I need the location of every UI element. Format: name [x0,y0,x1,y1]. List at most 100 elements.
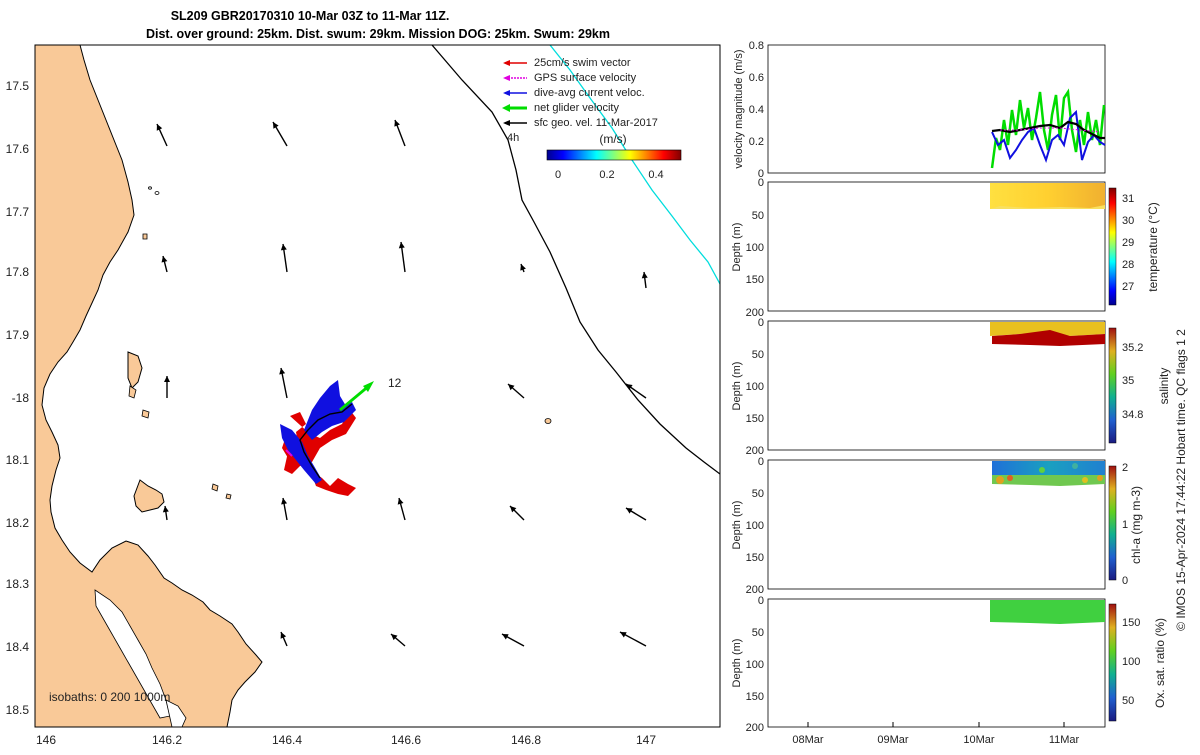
depth-tick: 200 [746,584,764,596]
depth-tick: 150 [746,691,764,703]
map-ytick: 18.5 [6,703,30,717]
oxygen-panel: 0 50 100 150 200 Depth (m) 150 100 50 Ox… [731,595,1167,734]
chla-cbar-tick: 1 [1122,519,1128,531]
map-xtick: 146.4 [272,733,302,747]
temperature-surface-layer [990,183,1105,209]
island-6 [142,233,148,240]
sfc-velocity-arrowhead [398,242,405,249]
depth-tick: 100 [746,242,764,254]
chla-cbar-tick: 2 [1122,462,1128,474]
legend-sfc-geo-vel: sfc geo. vel. 11-Mar-2017 [534,117,658,129]
depth-tick: 150 [746,413,764,425]
time-tick: 10Mar [963,734,995,746]
map-ytick: 17.6 [6,142,30,156]
island-3 [141,409,150,419]
time-tick: 08Mar [792,734,824,746]
depth-tick: 200 [746,445,764,457]
map-ytick: 17.7 [6,205,30,219]
depth-tick: 0 [758,456,764,468]
island-5 [225,493,232,500]
salinity-surface-layer [990,322,1105,336]
chla-ylabel: Depth (m) [731,501,743,550]
vel-ytick: 0.8 [749,40,764,52]
depth-tick: 50 [752,349,764,361]
map-xtick: 146.2 [152,733,182,747]
map-ytick: 18.3 [6,577,30,591]
chla-surface-layer [992,461,1105,475]
oxygen-cbar-label: Ox. sat. ratio (%) [1153,618,1167,708]
sfc-velocity-arrowhead [626,384,633,390]
temp-cbar-tick: 30 [1122,215,1134,227]
map-ytick: -18 [12,391,30,405]
map-ytick: 18.1 [6,453,30,467]
map-xtick: 146.8 [511,733,541,747]
sfc-velocity-arrowhead [520,264,526,271]
time-tick: 11Mar [1049,734,1080,746]
vel-ytick: 0 [758,168,764,180]
chla-deep-layer [992,475,1105,486]
depth-tick: 50 [752,488,764,500]
temp-cbar-tick: 29 [1122,237,1134,249]
depth-tick: 150 [746,274,764,286]
island-2 [128,385,137,399]
sfc-velocity-arrowhead [626,508,633,514]
sfc-velocity-arrowhead [641,272,648,279]
depth-tick: 150 [746,552,764,564]
map-legend: 25cm/s swim vector GPS surface velocity … [502,57,658,144]
map-xtick: 146 [36,733,56,747]
depth-tick: 0 [758,595,764,607]
depth-tick: 200 [746,722,764,734]
sfc-velocity-arrowhead [280,632,287,639]
legend-gps-velocity: GPS surface velocity [534,72,637,84]
credit-text: © IMOS 15-Apr-2024 17:44:22 Hobart time.… [1174,329,1188,631]
map-y-axis: 17.5 17.6 17.7 17.8 17.9 -18 18.1 18.2 1… [6,79,30,717]
map-ytick: 17.5 [6,79,30,93]
sfc-velocity-arrowhead [391,634,398,641]
temp-cbar-tick: 28 [1122,259,1134,271]
vel-series-gps [1000,127,1101,133]
temperature-ylabel: Depth (m) [731,223,743,272]
map-ytick: 17.9 [6,328,30,342]
net-glider-velocity-arrow [339,383,371,412]
salinity-deep-layer [992,330,1105,346]
sal-cbar-tick: 35.2 [1122,342,1143,354]
sfc-velocity-arrows [156,119,648,647]
isobath-1000m [549,45,720,285]
isobath-200m [431,45,720,475]
depth-tick: 50 [752,627,764,639]
sfc-velocity-arrowhead [273,122,279,129]
vel-series-sfc [991,120,1105,140]
depth-tick: 100 [746,520,764,532]
temp-cbar-tick: 27 [1122,281,1134,293]
temperature-panel: 0 50 100 150 200 Depth (m) 31 30 29 28 2… [731,177,1160,319]
net-glider-velocity-head [363,381,374,392]
chla-panel: 0 50 100 150 200 Depth (m) 2 1 0 chl-a (… [731,456,1143,596]
depth-tick: 100 [746,381,764,393]
isobaths-label: isobaths: 0 200 1000m [49,690,170,704]
track-line [299,403,353,479]
gps-surface-vel [285,449,293,457]
hinchinbrook-island [133,479,165,513]
map-ytick: 17.8 [6,265,30,279]
island-1 [127,351,143,389]
reef-1 [544,418,552,424]
depth-tick: 100 [746,659,764,671]
temp-cbar-tick: 31 [1122,193,1134,205]
sfc-velocity-arrowhead [164,376,170,382]
vel-ylabel: velocity magnitude (m/s) [733,49,745,168]
map-x-axis: 146 146.2 146.4 146.6 146.8 147 [36,733,656,747]
sfc-velocity-arrowhead [397,498,404,505]
sfc-velocity-arrowhead [508,384,515,391]
vel-series-dive-avg [991,109,1106,164]
vel-ytick: 0.4 [749,104,764,116]
colorbar-units: (m/s) [599,132,626,146]
title-line-1: SL209 GBR20170310 10-Mar 03Z to 11-Mar 1… [171,9,450,23]
annotation-4h: 4h [507,132,519,144]
oxygen-ylabel: Depth (m) [731,639,743,688]
salinity-ylabel: Depth (m) [731,362,743,411]
sfc-velocity-arrowhead [281,498,288,505]
reef-2 [154,191,160,195]
legend-net-glider: net glider velocity [534,102,619,114]
vel-ytick: 0.6 [749,72,764,84]
